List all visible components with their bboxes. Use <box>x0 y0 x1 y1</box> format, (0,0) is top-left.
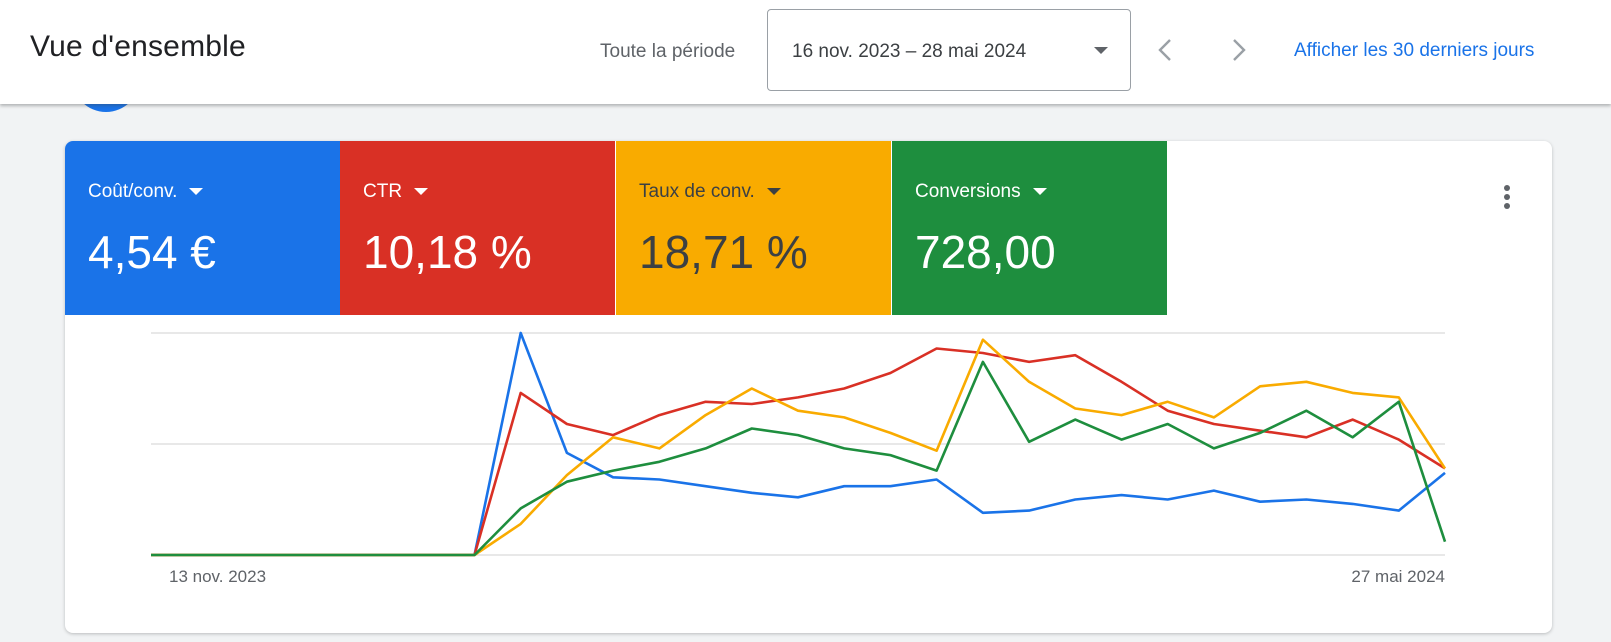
next-period-button[interactable] <box>1220 32 1256 68</box>
header-bar: Vue d'ensemble Toute la période 16 nov. … <box>0 0 1611 104</box>
scorecard-cost-per-conv[interactable]: Coût/conv. 4,54 € <box>65 141 340 315</box>
scorecard-conversions[interactable]: Conversions 728,00 <box>892 141 1167 315</box>
more-vert-icon <box>1504 185 1510 209</box>
scorecard-label: CTR <box>363 181 403 202</box>
scorecard-value: 728,00 <box>915 226 1056 278</box>
series-line-2 <box>151 338 1447 557</box>
scorecard-value: 18,71 % <box>639 226 808 278</box>
last-30-days-link[interactable]: Afficher les 30 derniers jours <box>1294 40 1535 61</box>
chevron-right-icon <box>1233 39 1246 61</box>
chevron-left-icon <box>1158 39 1171 61</box>
date-range-select[interactable]: 16 nov. 2023 – 28 mai 2024 <box>767 9 1131 91</box>
page-title: Vue d'ensemble <box>30 30 246 63</box>
series-line-1 <box>151 347 1446 557</box>
caret-down-icon <box>766 188 781 196</box>
scorecard-label: Coût/conv. <box>88 181 178 202</box>
performance-line-chart: 13 nov. 2023 27 mai 2024 <box>151 331 1447 586</box>
date-range-value: 16 nov. 2023 – 28 mai 2024 <box>792 41 1027 62</box>
scorecard-label: Conversions <box>915 181 1021 202</box>
scorecard-ctr[interactable]: CTR 10,18 % <box>340 141 615 315</box>
x-axis-label: 13 nov. 2023 <box>169 567 266 586</box>
scorecard-value: 10,18 % <box>363 226 532 278</box>
period-label: Toute la période <box>600 41 736 62</box>
dropdown-arrow-icon <box>1094 47 1108 54</box>
scorecard-conv-rate[interactable]: Taux de conv. 18,71 % <box>616 141 891 315</box>
caret-down-icon <box>189 188 204 196</box>
x-axis-label: 27 mai 2024 <box>1351 567 1445 586</box>
previous-period-button[interactable] <box>1148 32 1184 68</box>
caret-down-icon <box>414 188 429 196</box>
overview-card: Coût/conv. 4,54 € CTR 10,18 % Taux de co… <box>65 141 1552 633</box>
scorecard-label: Taux de conv. <box>639 181 755 202</box>
series-line-3 <box>151 360 1447 557</box>
scorecard-value: 4,54 € <box>88 226 216 278</box>
more-options-button[interactable] <box>1492 179 1522 215</box>
caret-down-icon <box>1032 188 1047 196</box>
